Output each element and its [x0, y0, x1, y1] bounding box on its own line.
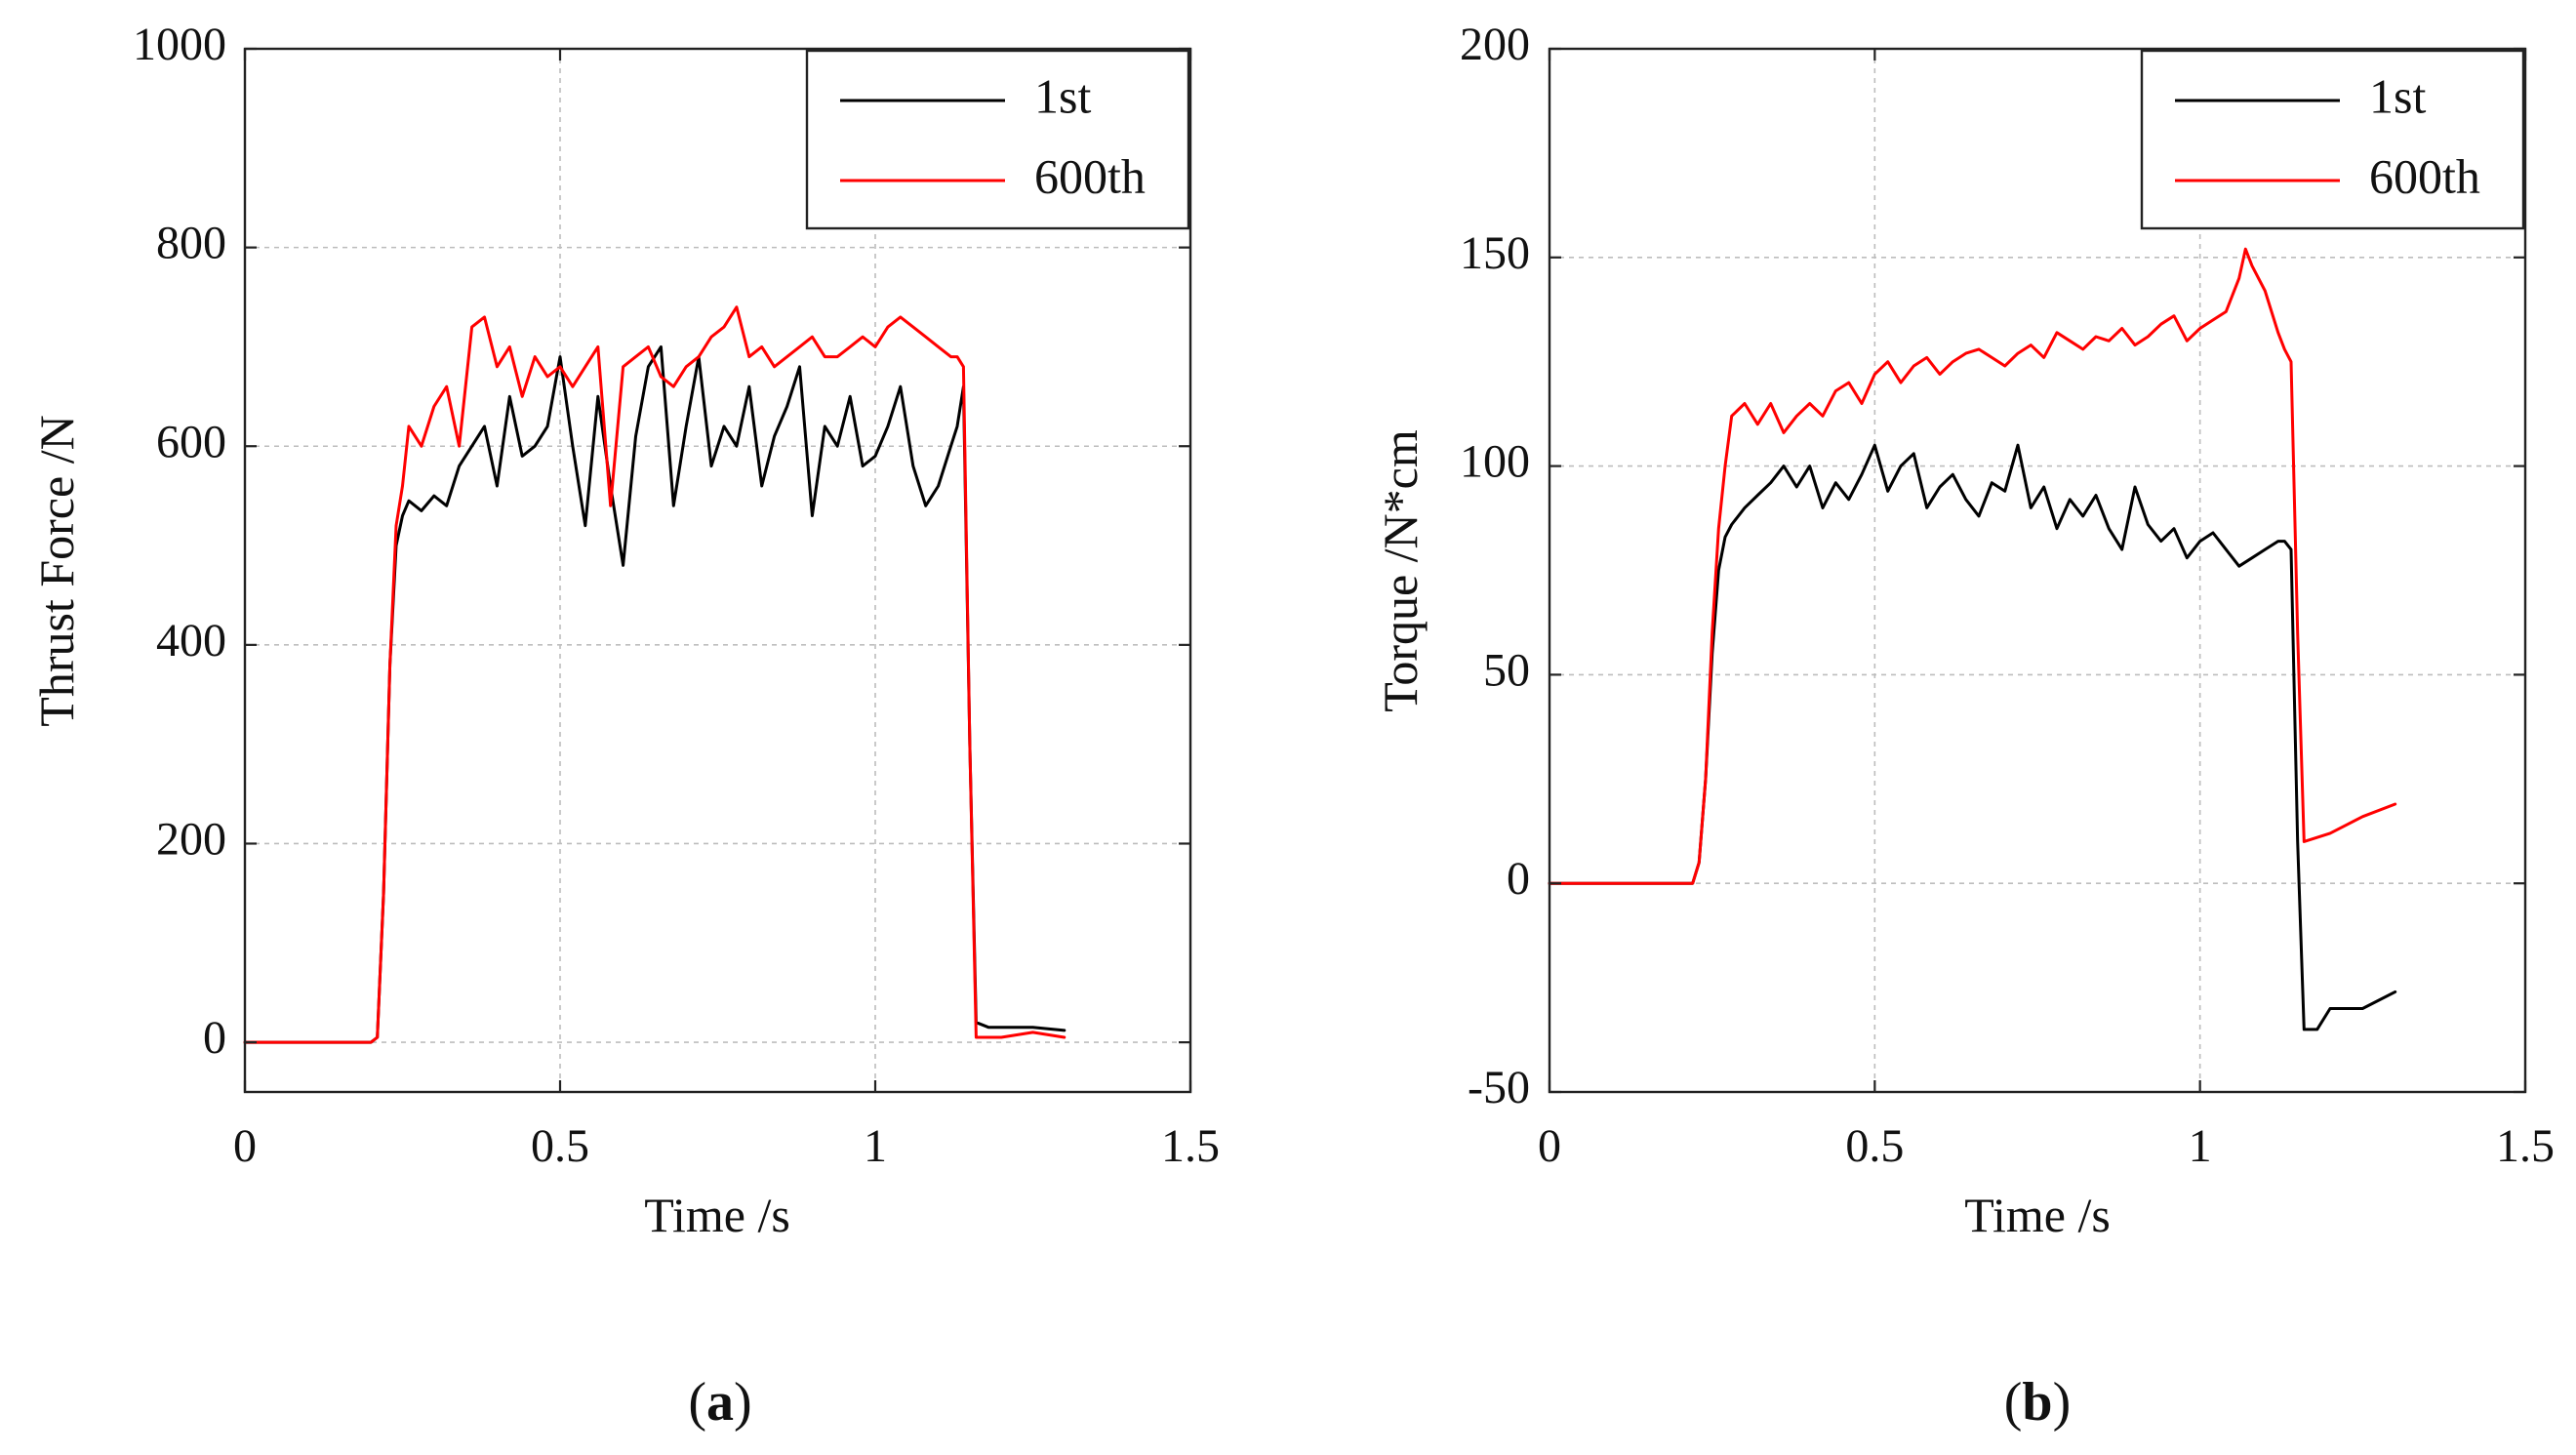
chart-b-legend: 1st 600th [2140, 49, 2525, 230]
chart-b-series-600th-line [1548, 247, 2397, 885]
chart-a-panel-label: (a) [688, 1372, 751, 1433]
chart-b-grid [1550, 49, 2525, 1093]
chart-a-x-tick-label: 0.5 [531, 1120, 589, 1172]
chart-b-x-axis-label: Time /s [1964, 1188, 2111, 1242]
chart-b-x-tick-label: 1 [2189, 1120, 2212, 1172]
chart-a-legend-label-600th: 600th [1034, 148, 1146, 203]
chart-b-legend-label-1st: 1st [2369, 68, 2426, 123]
chart-b-legend-box [2140, 49, 2525, 230]
chart-b-x-tick-labels: 0 0.5 1 1.5 [1538, 1120, 2555, 1172]
chart-b-panel-label: (b) [2004, 1372, 2071, 1433]
chart-a-x-tick-label: 1 [864, 1120, 887, 1172]
chart-a-legend-label-1st: 1st [1034, 68, 1091, 123]
chart-a-y-tick-label: 1000 [133, 19, 226, 70]
chart-a-x-tick-labels: 0 0.5 1 1.5 [233, 1120, 1220, 1172]
chart-a-y-axis-label: Thrust Force /N [29, 415, 84, 726]
chart-a-x-tick-label: 1.5 [1161, 1120, 1220, 1172]
chart-a-panel-paren-open: ( [688, 1372, 706, 1433]
chart-b-y-tick-label: 0 [1507, 853, 1530, 905]
chart-b-x-tick-label: 0 [1538, 1120, 1561, 1172]
chart-b-legend-label-600th: 600th [2369, 148, 2480, 203]
chart-b-y-axis-label: Torque /N*cm [1373, 429, 1428, 712]
chart-a-x-axis-label: Time /s [644, 1188, 790, 1242]
chart-b-panel-paren-open: ( [2004, 1372, 2023, 1433]
chart-b-y-tick-label: 150 [1460, 227, 1530, 279]
chart-a-panel-letter: a [706, 1372, 734, 1433]
chart-b-y-tick-labels: -50 0 50 100 150 200 [1460, 19, 1530, 1113]
chart-a-y-tick-label: 800 [156, 218, 226, 269]
chart-b: 0 0.5 1 1.5 -50 0 50 100 150 200 Time /s… [1373, 19, 2555, 1433]
chart-b-y-tick-label: 50 [1483, 644, 1530, 696]
chart-b-y-tick-label: 100 [1460, 436, 1530, 488]
chart-b-series-1st-line [1548, 443, 2397, 1031]
chart-a-y-tick-label: 600 [156, 416, 226, 467]
chart-a-legend-box [805, 49, 1190, 230]
chart-a-panel-paren-close: ) [734, 1372, 752, 1433]
chart-a-series-1st-line [243, 344, 1067, 1044]
chart-a-y-tick-label: 0 [203, 1012, 226, 1064]
chart-a-x-tick-label: 0 [233, 1120, 257, 1172]
chart-a: 0 0.5 1 1.5 0 200 400 600 800 1000 Time … [29, 19, 1220, 1433]
chart-a-plot-frame [243, 47, 1192, 1094]
chart-b-y-tick-label: 200 [1460, 19, 1530, 70]
chart-b-x-tick-label: 0.5 [1845, 1120, 1904, 1172]
chart-a-y-tick-label: 200 [156, 813, 226, 865]
chart-a-y-tick-labels: 0 200 400 600 800 1000 [133, 19, 226, 1064]
chart-a-y-tick-label: 400 [156, 615, 226, 667]
chart-b-panel-letter: b [2022, 1372, 2052, 1433]
chart-a-series [243, 305, 1067, 1044]
chart-b-x-tick-label: 1.5 [2496, 1120, 2555, 1172]
chart-b-plot-frame [1548, 47, 2527, 1094]
chart-b-ticks [1548, 47, 2527, 1094]
chart-b-y-tick-label: -50 [1468, 1062, 1530, 1113]
chart-b-panel-paren-close: ) [2053, 1372, 2072, 1433]
chart-a-legend: 1st 600th [805, 49, 1190, 230]
chart-b-series [1548, 247, 2397, 1031]
chart-a-series-600th-line [243, 305, 1067, 1044]
